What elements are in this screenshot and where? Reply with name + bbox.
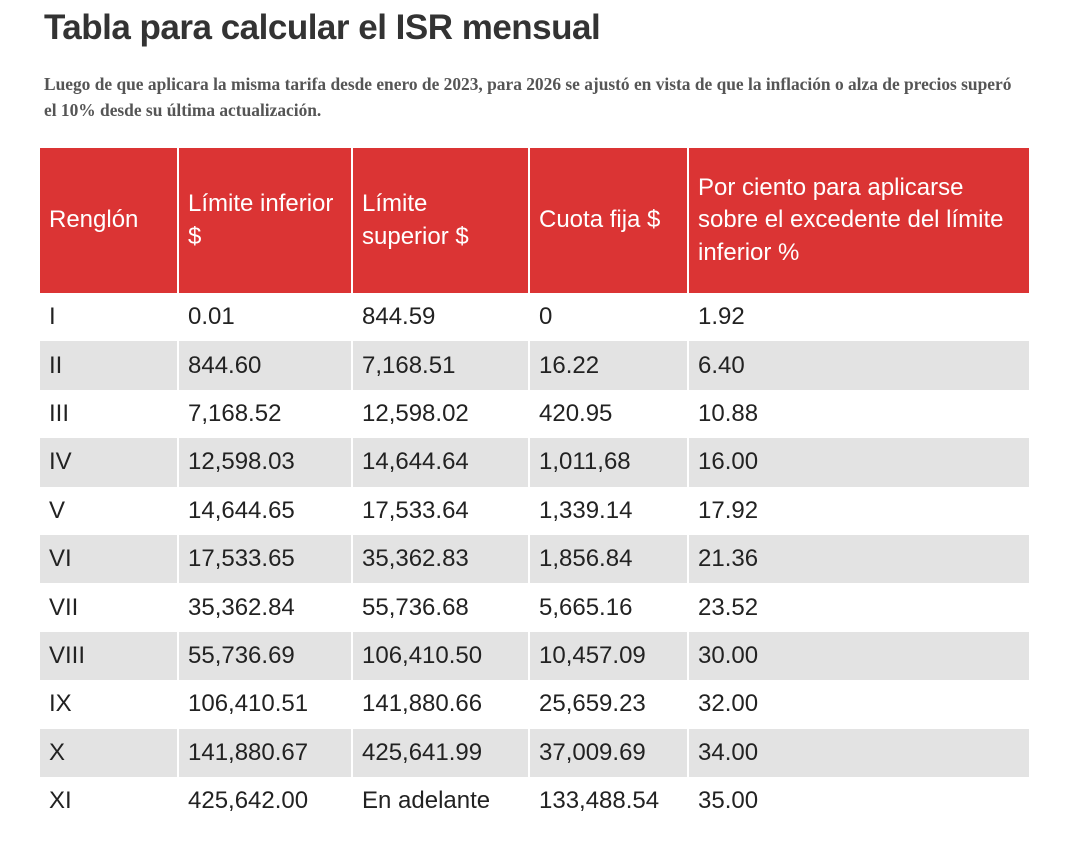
cell-limite-superior: 844.59 xyxy=(352,293,530,342)
chart-title: Tabla para calcular el ISR mensual xyxy=(44,8,601,47)
cell-renglon: V xyxy=(40,486,179,535)
cell-cuota-fija: 0 xyxy=(529,293,689,342)
table-row: XI 425,642.00 En adelante 133,488.54 35.00 xyxy=(40,776,1029,826)
cell-limite-inferior: 14,644.65 xyxy=(178,486,353,535)
cell-limite-inferior: 106,410.51 xyxy=(178,680,353,729)
cell-limite-superior: 106,410.50 xyxy=(352,631,530,681)
cell-renglon: IX xyxy=(40,680,179,729)
cell-limite-inferior: 12,598.03 xyxy=(178,438,353,487)
cell-limite-superior: 141,880.66 xyxy=(352,680,530,729)
cell-limite-superior: 17,533.64 xyxy=(352,486,530,535)
cell-renglon: VI xyxy=(40,534,179,584)
chart-subtitle: Luego de que aplicara la misma tarifa de… xyxy=(44,74,1012,120)
cell-limite-superior: En adelante xyxy=(352,776,530,826)
cell-limite-superior: 35,362.83 xyxy=(352,534,530,584)
cell-limite-inferior: 141,880.67 xyxy=(178,728,353,777)
cell-cuota-fija: 1,856.84 xyxy=(529,534,689,584)
table-row: IV 12,598.03 14,644.64 1,011,68 16.00 xyxy=(40,438,1029,487)
cell-limite-superior: 12,598.02 xyxy=(352,389,530,439)
header-cuota-fija: Cuota fija $ xyxy=(529,148,689,293)
cell-cuota-fija: 25,659.23 xyxy=(529,680,689,729)
cell-renglon: VIII xyxy=(40,631,179,681)
cell-limite-superior: 55,736.68 xyxy=(352,583,530,632)
cell-limite-inferior: 17,533.65 xyxy=(178,534,353,584)
cell-por-ciento: 32.00 xyxy=(698,690,759,718)
table-row: X 141,880.67 425,641.99 37,009.69 34.00 xyxy=(40,728,1029,777)
cell-por-ciento: 16.00 xyxy=(688,438,1029,487)
cell-limite-superior: 14,644.64 xyxy=(352,438,530,487)
cell-por-ciento: 30.00 xyxy=(688,631,1029,681)
cell-limite-superior: 425,641.99 xyxy=(352,728,530,777)
table-row: VII 35,362.84 55,736.68 5,665.16 23.52 xyxy=(40,583,1029,632)
table-row: VIII 55,736.69 106,410.50 10,457.09 30.00 xyxy=(40,631,1029,681)
table-row: III 7,168.52 12,598.02 420.95 10.88 xyxy=(40,389,1029,439)
cell-por-ciento: 35.00 xyxy=(698,787,759,815)
cell-limite-inferior: 7,168.52 xyxy=(178,389,353,439)
header-limite-superior: Límite superior $ xyxy=(352,148,530,293)
table-row: VI 17,533.65 35,362.83 1,856.84 21.36 xyxy=(40,534,1029,584)
cell-renglon: III xyxy=(40,389,179,439)
cell-renglon: IV xyxy=(40,438,179,487)
header-limite-inferior: Límite inferior $ xyxy=(178,148,353,293)
cell-renglon: I xyxy=(40,293,179,342)
cell-cuota-fija: 1,011,68 xyxy=(529,438,689,487)
cell-por-ciento: 1.92 xyxy=(698,303,745,331)
cell-limite-inferior: 425,642.00 xyxy=(178,776,353,826)
cell-limite-superior: 7,168.51 xyxy=(352,341,530,390)
table-row: IX 106,410.51 141,880.66 25,659.23 32.00 xyxy=(40,680,1029,729)
header-por-ciento: Por ciento para aplicarse sobre el exced… xyxy=(688,148,1029,293)
cell-por-ciento: 21.36 xyxy=(688,534,1029,584)
cell-renglon: VII xyxy=(40,583,179,632)
cell-por-ciento: 6.40 xyxy=(688,341,1029,390)
cell-limite-inferior: 35,362.84 xyxy=(178,583,353,632)
header-renglon: Renglón xyxy=(40,148,179,293)
cell-cuota-fija: 5,665.16 xyxy=(529,583,689,632)
table-row: V 14,644.65 17,533.64 1,339.14 17.92 xyxy=(40,486,1029,535)
header-row: Renglón Límite inferior $ Límite superio… xyxy=(40,148,1029,293)
cell-por-ciento: 34.00 xyxy=(688,728,1029,777)
table-row: I 0.01 844.59 0 1.92 xyxy=(40,293,1029,342)
cell-cuota-fija: 16.22 xyxy=(529,341,689,390)
cell-cuota-fija: 420.95 xyxy=(529,389,689,439)
cell-renglon: XI xyxy=(40,776,179,826)
cell-limite-inferior: 55,736.69 xyxy=(178,631,353,681)
cell-renglon: X xyxy=(40,728,179,777)
cell-por-ciento: 10.88 xyxy=(698,399,759,427)
isr-table: Renglón Límite inferior $ Límite superio… xyxy=(40,148,1029,826)
cell-cuota-fija: 37,009.69 xyxy=(529,728,689,777)
cell-limite-inferior: 0.01 xyxy=(178,293,353,342)
cell-cuota-fija: 1,339.14 xyxy=(529,486,689,535)
cell-cuota-fija: 10,457.09 xyxy=(529,631,689,681)
table-body: I 0.01 844.59 0 1.92 II 844.60 7,168.51 16.22 6.4… xyxy=(40,293,1029,826)
cell-renglon: II xyxy=(40,341,179,390)
cell-limite-inferior: 844.60 xyxy=(178,341,353,390)
table-header: Renglón Límite inferior $ Límite superio… xyxy=(40,148,1029,293)
cell-por-ciento: 17.92 xyxy=(698,496,759,524)
cell-por-ciento: 23.52 xyxy=(698,593,759,621)
cell-cuota-fija: 133,488.54 xyxy=(529,776,689,826)
table-row: II 844.60 7,168.51 16.22 6.40 xyxy=(40,341,1029,390)
